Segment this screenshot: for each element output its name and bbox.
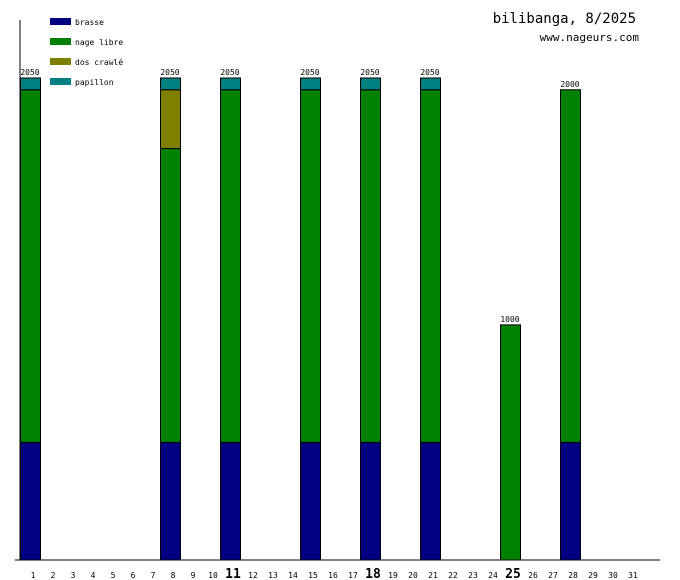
x-tick-label: 5 xyxy=(111,571,116,580)
bar-nage-libre-day-15 xyxy=(300,89,321,443)
x-tick-label: 2 xyxy=(51,571,56,580)
x-tick-label: 30 xyxy=(608,571,618,580)
x-tick-label: 4 xyxy=(91,571,96,580)
bar-papillon-day-15 xyxy=(300,77,321,91)
chart-subtitle: www.nageurs.com xyxy=(540,31,640,44)
bar-total-label: 2050 xyxy=(20,68,39,77)
x-tick-label: 12 xyxy=(248,571,258,580)
x-tick-label: 26 xyxy=(528,571,538,580)
bar-papillon-day-1 xyxy=(20,77,41,91)
x-tick-label: 9 xyxy=(191,571,196,580)
bar-dos-crawle-day-8 xyxy=(160,89,181,150)
x-tick-label: 29 xyxy=(588,571,598,580)
bar-papillon-day-8 xyxy=(160,77,181,91)
bar-brasse-day-18 xyxy=(360,441,381,561)
bar-nage-libre-day-28 xyxy=(560,89,581,443)
x-tick-label: 7 xyxy=(151,571,156,580)
x-tick-label: 13 xyxy=(268,571,278,580)
x-tick-label: 18 xyxy=(365,567,381,580)
legend-swatch xyxy=(50,58,71,65)
chart-title: bilibanga, 8/2025 xyxy=(493,11,636,27)
bar-papillon-day-21 xyxy=(420,77,441,91)
x-tick-label: 16 xyxy=(328,571,338,580)
bar-nage-libre-day-11 xyxy=(220,89,241,443)
x-tick-label: 11 xyxy=(225,567,241,580)
bar-papillon-day-18 xyxy=(360,77,381,91)
bar-brasse-day-21 xyxy=(420,441,441,561)
legend-label: papillon xyxy=(75,78,114,87)
x-tick-label: 3 xyxy=(71,571,76,580)
x-tick-label: 21 xyxy=(428,571,438,580)
bar-total-label: 2050 xyxy=(300,68,319,77)
bar-total-label: 2050 xyxy=(160,68,179,77)
bar-total-label: 2050 xyxy=(220,68,239,77)
x-tick-label: 20 xyxy=(408,571,418,580)
legend-swatch xyxy=(50,18,71,25)
bar-nage-libre-day-21 xyxy=(420,89,441,443)
legend-label: nage libre xyxy=(75,38,123,47)
bar-total-label: 2050 xyxy=(360,68,379,77)
x-tick-label: 1 xyxy=(31,571,36,580)
legend-swatch xyxy=(50,78,71,85)
bar-nage-libre-day-8 xyxy=(160,148,181,443)
bar-papillon-day-11 xyxy=(220,77,241,91)
bar-nage-libre-day-1 xyxy=(20,89,41,443)
bar-brasse-day-11 xyxy=(220,441,241,561)
x-tick-label: 31 xyxy=(628,571,638,580)
bar-brasse-day-1 xyxy=(20,441,41,561)
x-tick-label: 23 xyxy=(468,571,478,580)
legend-label: dos crawlé xyxy=(75,57,123,67)
x-tick-label: 28 xyxy=(568,571,578,580)
x-tick-label: 6 xyxy=(131,571,136,580)
x-tick-label: 27 xyxy=(548,571,558,580)
bar-brasse-day-15 xyxy=(300,441,321,561)
x-tick-label: 14 xyxy=(288,571,298,580)
x-tick-label: 15 xyxy=(308,571,318,580)
legend-label: brasse xyxy=(75,18,104,27)
bar-brasse-day-28 xyxy=(560,441,581,561)
x-tick-label: 17 xyxy=(348,571,358,580)
bar-nage-libre-day-25 xyxy=(500,324,521,561)
x-tick-label: 22 xyxy=(448,571,458,580)
bar-total-label: 2050 xyxy=(420,68,439,77)
bar-nage-libre-day-18 xyxy=(360,89,381,443)
legend-swatch xyxy=(50,38,71,45)
x-tick-label: 10 xyxy=(208,571,218,580)
x-tick-label: 24 xyxy=(488,571,498,580)
bar-total-label: 2000 xyxy=(560,80,579,89)
x-tick-label: 19 xyxy=(388,571,398,580)
x-tick-label: 25 xyxy=(505,567,521,580)
bar-brasse-day-8 xyxy=(160,441,181,561)
bar-total-label: 1000 xyxy=(500,315,519,324)
x-tick-label: 8 xyxy=(171,571,176,580)
